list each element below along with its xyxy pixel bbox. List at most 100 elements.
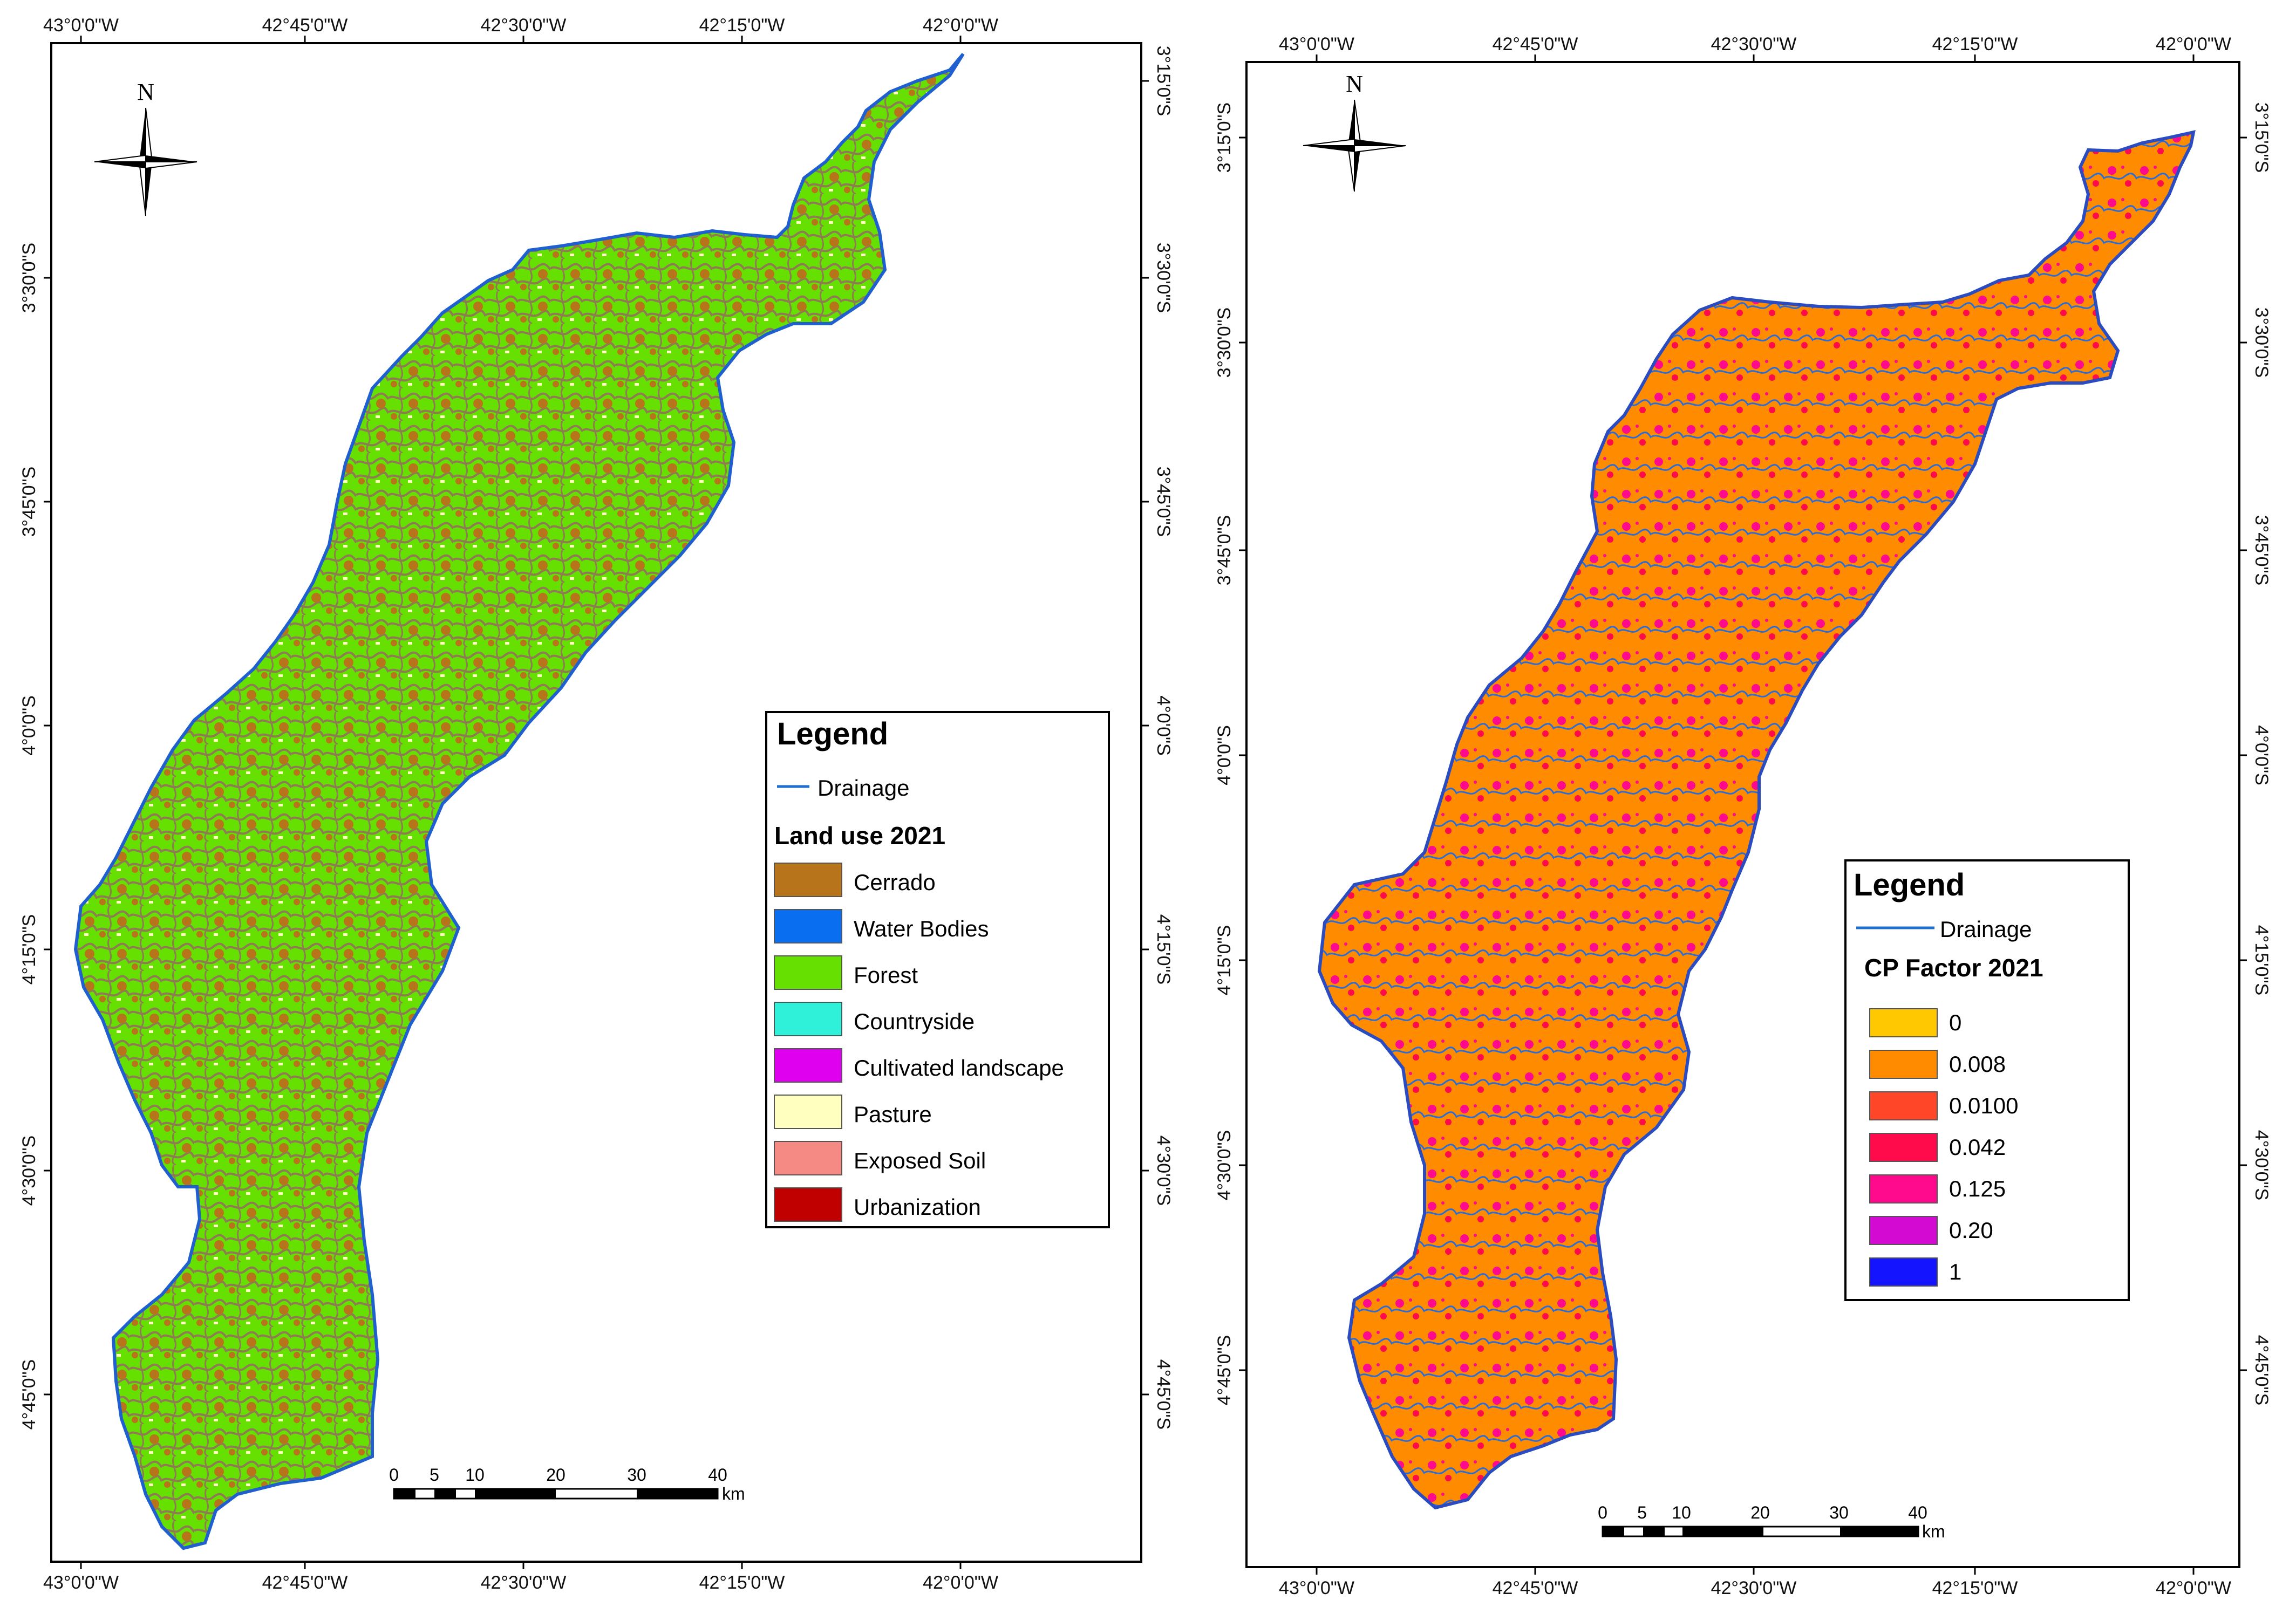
legend-item-label: 0.0100 bbox=[1949, 1093, 2018, 1118]
scale-tick-label: 0 bbox=[389, 1465, 399, 1485]
legend-item-label: 1 bbox=[1949, 1259, 1961, 1284]
right-latitude-label: 4°15'0"S bbox=[2251, 925, 2272, 995]
legend-item-label: Countryside bbox=[854, 1009, 975, 1034]
land-use-legend: Legend Drainage Land use 2021 Cerrado Wat… bbox=[765, 711, 1110, 1228]
legend-swatch bbox=[774, 955, 842, 990]
legend-swatch bbox=[1869, 1133, 1938, 1162]
legend-subtitle: Land use 2021 bbox=[774, 822, 945, 850]
right-north-arrow: N bbox=[1303, 71, 1406, 192]
legend-item-label: Pasture bbox=[854, 1102, 932, 1127]
top-longitude-label: 42°0'0"W bbox=[923, 15, 998, 36]
legend-item-label: Forest bbox=[854, 962, 918, 988]
north-label: N bbox=[137, 79, 154, 105]
top-longitude-label: 42°30'0"W bbox=[481, 15, 567, 36]
right-latitude-label: 3°45'0"S bbox=[1153, 467, 1174, 537]
left-latitude-label: 3°30'0"S bbox=[19, 243, 39, 313]
right-latitude-label: 3°45'0"S bbox=[2251, 515, 2272, 585]
scale-tick-label: 40 bbox=[1908, 1503, 1927, 1522]
drainage-label: Drainage bbox=[1940, 917, 2032, 942]
right-latitude-label: 4°45'0"S bbox=[1153, 1359, 1174, 1430]
legend-title: Legend bbox=[1854, 867, 1965, 902]
scale-unit: km bbox=[1922, 1522, 1945, 1541]
legend-item-label: 0.042 bbox=[1949, 1134, 2006, 1160]
legend-item-label: Cultivated landscape bbox=[854, 1055, 1064, 1081]
right-latitude-label: 3°15'0"S bbox=[2251, 102, 2272, 173]
top-longitude-label: 42°45'0"W bbox=[1493, 34, 1578, 54]
top-longitude-label: 42°0'0"W bbox=[2156, 34, 2231, 54]
land-use-map: 43°0'0"W 42°45'0"W 42°30'0"W 42°15'0"W 42°0'… bbox=[19, 15, 1174, 1593]
legend-swatch bbox=[1869, 1174, 1938, 1203]
scale-tick-label: 10 bbox=[465, 1465, 485, 1485]
legend-title: Legend bbox=[777, 716, 888, 751]
left-latitude-label: 4°0'0"S bbox=[1214, 725, 1235, 785]
legend-swatch bbox=[774, 863, 842, 897]
bottom-longitude-label: 42°15'0"W bbox=[1932, 1578, 2018, 1598]
scale-tick-label: 0 bbox=[1598, 1503, 1607, 1522]
legend-swatch bbox=[1869, 1050, 1938, 1079]
legend-swatch bbox=[774, 909, 842, 943]
legend-item-label: Urbanization bbox=[854, 1194, 981, 1220]
left-latitude-label: 4°45'0"S bbox=[1214, 1335, 1235, 1405]
left-latitude-label: 3°15'0"S bbox=[1214, 102, 1235, 173]
scale-tick-label: 5 bbox=[430, 1465, 439, 1485]
legend-swatch bbox=[1869, 1091, 1938, 1120]
left-north-arrow: N bbox=[94, 79, 197, 216]
right-latitude-label: 3°15'0"S bbox=[1153, 46, 1174, 116]
drainage-label: Drainage bbox=[817, 775, 909, 801]
bottom-longitude-label: 42°0'0"W bbox=[2156, 1578, 2231, 1598]
legend-swatch bbox=[1869, 1216, 1938, 1245]
right-latitude-label: 4°15'0"S bbox=[1153, 914, 1174, 984]
legend-item-label: 0.125 bbox=[1949, 1176, 2006, 1201]
cp-factor-region bbox=[1317, 130, 2196, 1510]
cp-factor-legend: Legend Drainage CP Factor 2021 0 0.008 0.0… bbox=[1844, 859, 2130, 1301]
left-latitude-label: 4°15'0"S bbox=[19, 914, 39, 984]
scale-tick-label: 30 bbox=[627, 1465, 646, 1485]
scale-tick-label: 20 bbox=[546, 1465, 566, 1485]
right-latitude-label: 3°30'0"S bbox=[2251, 307, 2272, 378]
bottom-longitude-label: 43°0'0"W bbox=[1279, 1578, 1354, 1598]
left-latitude-label: 4°45'0"S bbox=[19, 1359, 39, 1430]
bottom-longitude-label: 42°0'0"W bbox=[923, 1572, 998, 1593]
top-longitude-label: 42°45'0"W bbox=[262, 15, 348, 36]
right-latitude-label: 4°30'0"S bbox=[2251, 1130, 2272, 1200]
left-latitude-label: 3°45'0"S bbox=[1214, 515, 1235, 585]
left-latitude-label: 4°30'0"S bbox=[1214, 1130, 1235, 1200]
right-latitude-label: 4°0'0"S bbox=[2251, 725, 2272, 785]
left-scale-bar: 0 5 10 20 30 40 km bbox=[389, 1465, 745, 1503]
legend-swatch bbox=[1869, 1008, 1938, 1037]
top-longitude-label: 43°0'0"W bbox=[43, 15, 119, 36]
legend-swatch bbox=[1869, 1257, 1938, 1287]
left-map-ticks: 43°0'0"W 42°45'0"W 42°30'0"W 42°15'0"W 42°0'… bbox=[19, 15, 1174, 1593]
legend-swatch bbox=[774, 1002, 842, 1036]
right-scale-bar: 0 5 10 20 30 40 km bbox=[1598, 1503, 1945, 1541]
bottom-longitude-label: 42°30'0"W bbox=[481, 1572, 567, 1593]
bottom-longitude-label: 42°30'0"W bbox=[1711, 1578, 1797, 1598]
bottom-longitude-label: 42°15'0"W bbox=[699, 1572, 785, 1593]
land-use-region bbox=[73, 53, 965, 1550]
left-latitude-label: 3°30'0"S bbox=[1214, 307, 1235, 378]
right-map-ticks: 43°0'0"W 42°45'0"W 42°30'0"W 42°15'0"W 42°0'… bbox=[1214, 34, 2272, 1598]
left-latitude-label: 4°0'0"S bbox=[19, 695, 39, 756]
legend-item-label: 0.20 bbox=[1949, 1218, 1993, 1243]
right-latitude-label: 4°30'0"S bbox=[1153, 1136, 1174, 1206]
right-latitude-label: 4°0'0"S bbox=[1153, 695, 1174, 756]
right-latitude-label: 4°45'0"S bbox=[2251, 1335, 2272, 1405]
scale-tick-label: 10 bbox=[1672, 1503, 1691, 1522]
scale-unit: km bbox=[722, 1484, 745, 1503]
top-longitude-label: 43°0'0"W bbox=[1279, 34, 1354, 54]
left-latitude-label: 4°15'0"S bbox=[1214, 925, 1235, 995]
top-longitude-label: 42°15'0"W bbox=[1932, 34, 2018, 54]
scale-tick-label: 30 bbox=[1829, 1503, 1849, 1522]
north-label: N bbox=[1346, 71, 1363, 97]
legend-swatch bbox=[774, 1141, 842, 1175]
left-latitude-label: 3°45'0"S bbox=[19, 467, 39, 537]
left-latitude-label: 4°30'0"S bbox=[19, 1136, 39, 1206]
bottom-longitude-label: 43°0'0"W bbox=[43, 1572, 119, 1593]
legend-swatch bbox=[774, 1095, 842, 1129]
scale-tick-label: 5 bbox=[1637, 1503, 1647, 1522]
top-longitude-label: 42°15'0"W bbox=[699, 15, 785, 36]
legend-item-label: 0 bbox=[1949, 1010, 1961, 1035]
cp-factor-map: 43°0'0"W 42°45'0"W 42°30'0"W 42°15'0"W 42°0'… bbox=[1214, 34, 2272, 1598]
bottom-longitude-label: 42°45'0"W bbox=[1493, 1578, 1578, 1598]
